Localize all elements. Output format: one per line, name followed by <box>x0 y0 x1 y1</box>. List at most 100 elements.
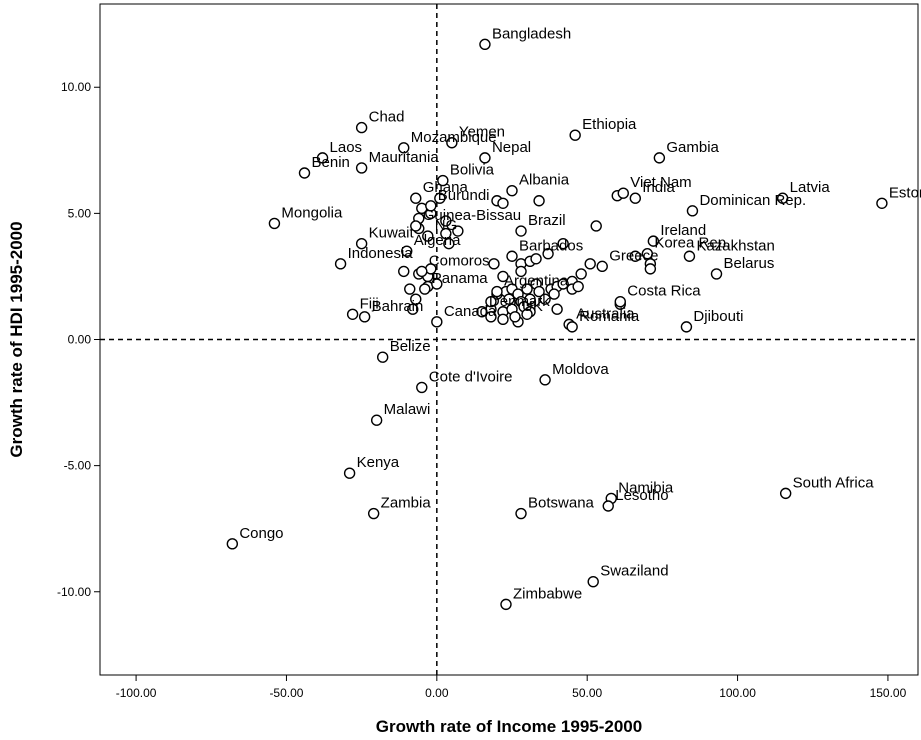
x-tick-label: 150.00 <box>870 686 907 700</box>
data-point <box>602 500 614 512</box>
data-point <box>557 278 569 290</box>
data-point <box>566 321 578 333</box>
point-label: Canada <box>444 303 497 320</box>
point-label: Nepal <box>492 139 531 156</box>
data-point <box>446 137 458 149</box>
data-point <box>497 313 509 326</box>
data-point <box>367 507 380 520</box>
point-label: Panama <box>432 270 489 287</box>
point-label: NG <box>435 217 458 234</box>
data-point <box>346 308 359 320</box>
point-label: Kazakhstan <box>696 237 774 254</box>
data-point <box>404 283 416 295</box>
data-point <box>398 265 410 278</box>
data-point <box>434 192 446 204</box>
point-label: Brazil <box>528 212 566 229</box>
data-point <box>440 227 452 240</box>
point-label: Lesotho <box>615 487 668 504</box>
data-point <box>479 152 491 164</box>
y-tick-label: 5.00 <box>68 206 92 220</box>
data-point <box>509 311 521 323</box>
point-label: Dominican Rep. <box>699 192 806 209</box>
data-point <box>629 250 642 262</box>
data-point <box>680 321 693 333</box>
data-point <box>268 217 281 230</box>
data-point <box>376 351 389 363</box>
data-point <box>407 303 419 315</box>
point-label: Argentina <box>504 273 569 290</box>
x-tick-label: 0.00 <box>425 686 449 700</box>
data-point <box>590 220 602 232</box>
data-point <box>488 258 500 270</box>
point-label: Botswana <box>528 495 595 512</box>
x-tick-label: 50.00 <box>572 686 602 700</box>
data-point <box>542 248 554 260</box>
x-tick-label: 100.00 <box>719 686 756 700</box>
data-point <box>425 200 437 212</box>
data-point <box>358 311 371 323</box>
point-label: Viet Nam <box>630 174 691 191</box>
point-label: Guinea-Bissau <box>423 207 521 224</box>
point-label: Namibia <box>618 479 674 496</box>
data-point <box>437 174 449 187</box>
data-point <box>316 152 329 164</box>
data-point <box>539 374 551 386</box>
data-point <box>584 258 596 270</box>
point-label: Congo <box>239 525 283 542</box>
data-point <box>497 197 509 209</box>
data-point <box>551 303 563 315</box>
point-label: Indonesia <box>348 245 414 262</box>
data-point <box>533 195 545 207</box>
data-point <box>491 285 503 298</box>
point-label: Costa Rica <box>627 283 701 300</box>
data-point <box>431 316 443 328</box>
data-point <box>343 467 356 479</box>
y-tick-label: -10.00 <box>57 585 91 599</box>
data-point <box>557 237 569 250</box>
data-point <box>653 152 666 164</box>
data-point <box>497 270 509 283</box>
data-point <box>572 280 584 293</box>
data-point <box>506 184 518 197</box>
data-point <box>452 225 464 237</box>
point-label: Denmark <box>489 293 550 310</box>
y-tick-label: 10.00 <box>61 80 91 94</box>
data-point <box>370 414 383 426</box>
point-label: Bahrain <box>372 298 424 315</box>
data-point <box>629 192 642 204</box>
data-point <box>779 487 792 500</box>
point-label: Albania <box>519 172 570 189</box>
point-label: Latvia <box>790 179 831 196</box>
point-label: Ghana <box>423 179 469 196</box>
data-point <box>686 205 699 217</box>
data-point <box>506 250 518 262</box>
data-point <box>485 295 497 308</box>
data-point <box>530 253 542 265</box>
data-point <box>575 268 587 280</box>
data-point <box>521 308 533 320</box>
data-point <box>410 220 422 232</box>
point-label: Korea Rep. <box>654 235 730 252</box>
point-label: India <box>642 179 675 196</box>
data-point <box>776 192 789 204</box>
data-point <box>548 288 560 300</box>
point-label: Malawi <box>384 401 431 418</box>
data-point <box>515 225 527 237</box>
y-tick-label: 0.00 <box>68 333 92 347</box>
data-point <box>515 507 527 520</box>
point-label: Kuwait <box>369 225 415 242</box>
point-label: Bolivia <box>450 162 495 179</box>
data-point <box>569 129 581 141</box>
data-point <box>440 215 452 227</box>
point-label: Ethiopia <box>582 116 637 133</box>
x-tick-label: -100.00 <box>116 686 157 700</box>
data-point <box>398 142 410 154</box>
y-tick-label: -5.00 <box>64 459 92 473</box>
data-point <box>617 187 629 199</box>
point-label: Romania <box>579 308 640 325</box>
data-point <box>539 293 551 305</box>
point-label: Fiji <box>360 295 379 312</box>
point-label: Gambia <box>666 139 719 156</box>
data-point <box>410 293 422 305</box>
